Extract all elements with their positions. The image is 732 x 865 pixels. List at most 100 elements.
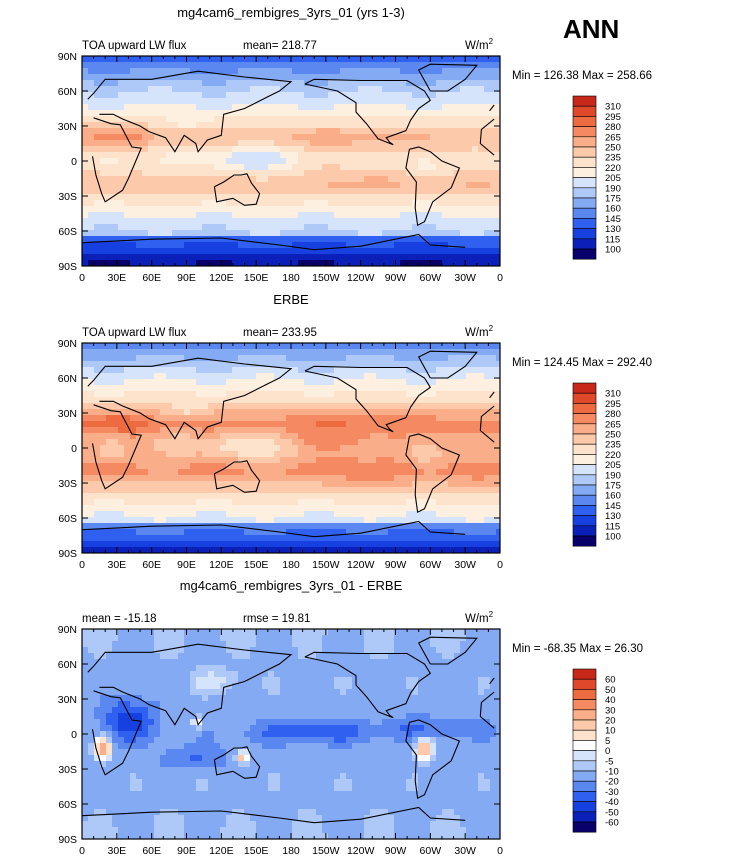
map-cell (454, 176, 461, 183)
map-cell (136, 74, 143, 81)
map-cell (496, 469, 501, 476)
map-cell (178, 355, 185, 362)
map-cell (418, 56, 425, 63)
map-cell (214, 367, 221, 374)
map-cell (424, 248, 431, 255)
map-cell (298, 110, 305, 117)
y-tick-label: 90N (58, 51, 77, 63)
map-cell (178, 409, 185, 416)
map-cell (382, 80, 389, 87)
map-cell (490, 206, 497, 213)
map-cell (268, 385, 275, 392)
map-cell (484, 403, 491, 410)
map-cell (130, 224, 137, 231)
map-cell (112, 146, 119, 153)
map-cell (94, 457, 101, 464)
map-cell (490, 236, 497, 243)
map-cell (220, 505, 227, 512)
panel-model: 0 30E 60E 90E 120E 150E 180 150W 120W 90W 60W 30W 09… (58, 5, 652, 284)
map-cell (208, 517, 215, 524)
map-cell (286, 224, 293, 231)
map-cell (412, 391, 419, 398)
map-cell (292, 140, 299, 147)
map-cell (208, 104, 215, 111)
map-cell (214, 242, 221, 249)
map-cell (382, 523, 389, 530)
map-cell (460, 158, 467, 165)
map-cell (406, 188, 413, 195)
map-cell (406, 116, 413, 123)
map-cell (286, 535, 293, 542)
map-cell (346, 86, 353, 93)
map-cell (448, 361, 455, 368)
map-cell (382, 451, 389, 458)
map-cell (262, 433, 269, 440)
map-cell (316, 541, 323, 548)
map-cell (418, 230, 425, 237)
map-cell (118, 493, 125, 500)
map-cell (142, 415, 149, 422)
map-cell (328, 481, 335, 488)
map-cell (112, 74, 119, 81)
map-cell (112, 134, 119, 141)
map-cell (400, 104, 407, 111)
map-cell (196, 224, 203, 231)
map-cell (388, 379, 395, 386)
map-cell (388, 218, 395, 225)
map-cell (136, 188, 143, 195)
map-cell (358, 361, 365, 368)
map-cell (430, 248, 437, 255)
map-cell (124, 68, 131, 75)
map-cell (400, 152, 407, 159)
map-cell (232, 457, 239, 464)
map-cell (244, 415, 251, 422)
map-cell (238, 457, 245, 464)
map-cell (352, 140, 359, 147)
map-cell (94, 152, 101, 159)
map-cell (118, 176, 125, 183)
map-cell (364, 146, 371, 153)
map-cell (376, 367, 383, 374)
map-cell (346, 397, 353, 404)
colorbar-box (572, 218, 597, 229)
map-cell (286, 391, 293, 398)
map-cell (280, 457, 287, 464)
map-cell (280, 541, 287, 548)
map-cell (268, 403, 275, 410)
map-cell (394, 86, 401, 93)
map-cell (220, 349, 227, 356)
map-cell (364, 457, 371, 464)
map-cell (178, 403, 185, 410)
map-cell (166, 194, 173, 201)
map-cell (418, 194, 425, 201)
map-cell (430, 56, 437, 63)
map-cell (190, 146, 197, 153)
map-cell (466, 373, 473, 380)
map-cell (436, 206, 443, 213)
map-cell (220, 433, 227, 440)
map-cell (274, 499, 281, 506)
map-cell (490, 176, 497, 183)
map-cell (364, 379, 371, 386)
map-cell (442, 385, 449, 392)
map-cell (136, 487, 143, 494)
map-cell (316, 92, 323, 99)
map-cell (154, 487, 161, 494)
map-cell (406, 254, 413, 261)
map-cell (496, 116, 501, 123)
map-cell (220, 200, 227, 207)
map-cell (112, 182, 119, 189)
map-cell (262, 367, 269, 374)
map-cell (472, 194, 479, 201)
map-cell (106, 182, 113, 189)
map-cell (268, 349, 275, 356)
map-cell (346, 224, 353, 231)
map-cell (208, 499, 215, 506)
map-cell (370, 194, 377, 201)
map-cell (448, 487, 455, 494)
map-cell (406, 80, 413, 87)
map-cell (166, 451, 173, 458)
map-cell (280, 74, 287, 81)
map-cell (178, 200, 185, 207)
map-cell (214, 56, 221, 63)
